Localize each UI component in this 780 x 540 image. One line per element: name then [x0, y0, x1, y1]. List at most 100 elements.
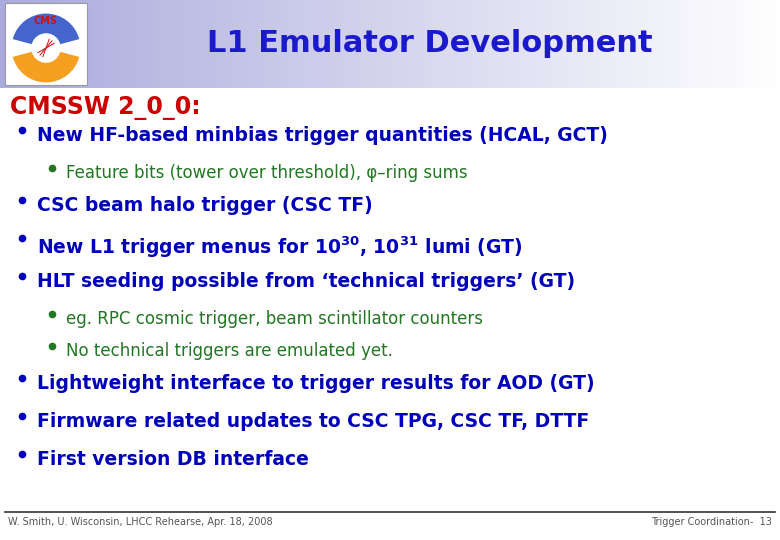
Bar — [562, 0, 564, 88]
Bar — [515, 0, 517, 88]
Bar — [247, 0, 250, 88]
Bar — [208, 0, 211, 88]
Bar — [281, 0, 283, 88]
Bar — [587, 0, 590, 88]
Bar — [679, 0, 681, 88]
Bar — [770, 0, 772, 88]
Bar — [460, 0, 463, 88]
Bar — [372, 0, 374, 88]
Bar — [250, 0, 252, 88]
Bar — [606, 0, 608, 88]
Bar — [725, 0, 728, 88]
Bar — [598, 0, 601, 88]
Bar — [718, 0, 720, 88]
Bar — [497, 0, 499, 88]
Bar — [502, 0, 505, 88]
Bar — [398, 0, 400, 88]
Bar — [232, 0, 234, 88]
Bar — [715, 0, 718, 88]
Bar — [642, 0, 645, 88]
Bar — [427, 0, 429, 88]
Bar — [746, 0, 749, 88]
Bar — [182, 0, 185, 88]
Bar — [707, 0, 710, 88]
Bar — [751, 0, 754, 88]
Bar — [55, 0, 57, 88]
Bar — [583, 0, 585, 88]
Bar — [764, 0, 767, 88]
Bar — [517, 0, 520, 88]
Bar — [622, 0, 624, 88]
Bar — [356, 0, 359, 88]
Bar — [328, 0, 330, 88]
Text: Firmware related updates to CSC TPG, CSC TF, DTTF: Firmware related updates to CSC TPG, CSC… — [37, 412, 589, 431]
Bar — [369, 0, 372, 88]
Bar — [458, 0, 460, 88]
Bar — [101, 0, 104, 88]
Bar — [143, 0, 146, 88]
Bar — [70, 0, 73, 88]
Bar — [271, 0, 273, 88]
Bar — [86, 0, 88, 88]
Bar — [257, 0, 260, 88]
Bar — [115, 0, 117, 88]
Bar — [525, 0, 528, 88]
Bar — [590, 0, 593, 88]
Bar — [470, 0, 473, 88]
Bar — [29, 0, 31, 88]
Bar — [731, 0, 733, 88]
Bar — [541, 0, 544, 88]
Bar — [338, 0, 341, 88]
Bar — [47, 0, 49, 88]
Bar — [466, 0, 468, 88]
Bar — [611, 0, 614, 88]
Bar — [447, 0, 450, 88]
Bar — [62, 0, 65, 88]
Bar — [757, 0, 759, 88]
Bar — [239, 0, 242, 88]
Bar — [720, 0, 723, 88]
Bar — [548, 0, 551, 88]
Bar — [18, 0, 21, 88]
Bar — [135, 0, 138, 88]
Bar — [304, 0, 307, 88]
Bar — [37, 0, 39, 88]
Bar — [23, 0, 26, 88]
Bar — [107, 0, 109, 88]
Bar — [601, 0, 603, 88]
Bar — [263, 0, 265, 88]
Bar — [406, 0, 408, 88]
Bar — [697, 0, 700, 88]
Bar — [476, 0, 478, 88]
Bar — [385, 0, 388, 88]
Bar — [88, 0, 91, 88]
Bar — [244, 0, 247, 88]
Bar — [382, 0, 385, 88]
Bar — [322, 0, 325, 88]
Bar — [317, 0, 320, 88]
Bar — [663, 0, 665, 88]
Bar — [26, 0, 29, 88]
Bar — [333, 0, 335, 88]
Bar — [236, 0, 239, 88]
Bar — [5, 3, 87, 85]
Text: Feature bits (tower over threshold), φ–ring sums: Feature bits (tower over threshold), φ–r… — [66, 164, 468, 182]
Bar — [302, 0, 304, 88]
Bar — [65, 0, 68, 88]
Bar — [556, 0, 559, 88]
Bar — [684, 0, 686, 88]
Bar — [158, 0, 161, 88]
Bar — [41, 0, 44, 88]
Bar — [530, 0, 533, 88]
Bar — [569, 0, 572, 88]
Bar — [57, 0, 60, 88]
Bar — [83, 0, 86, 88]
Bar — [226, 0, 229, 88]
Bar — [392, 0, 395, 88]
Bar — [463, 0, 466, 88]
Bar — [468, 0, 470, 88]
Bar — [767, 0, 770, 88]
Bar — [377, 0, 380, 88]
Bar — [486, 0, 489, 88]
Bar — [700, 0, 702, 88]
